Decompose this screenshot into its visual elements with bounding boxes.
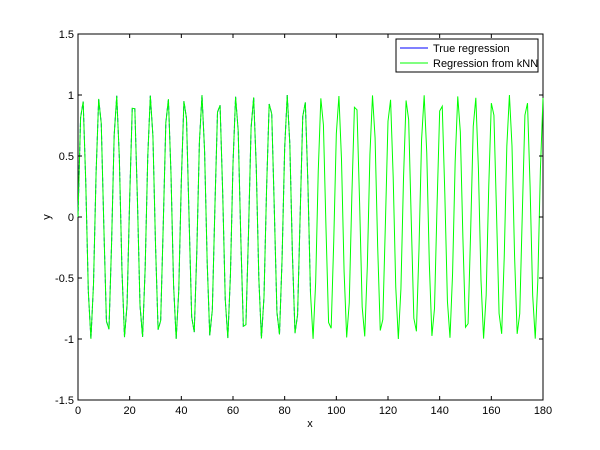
legend-label-true-regression: True regression bbox=[433, 43, 510, 55]
legend: True regression Regression from kNN bbox=[395, 38, 539, 73]
y-axis-ticks: -1.5 -1 -0.5 0 0.5 1 1.5 bbox=[55, 29, 543, 407]
x-tick-label: 80 bbox=[279, 405, 291, 417]
x-tick-label: 160 bbox=[482, 405, 500, 417]
x-tick-label: 60 bbox=[227, 405, 239, 417]
x-tick-label: 40 bbox=[175, 405, 187, 417]
y-tick-label: -1 bbox=[64, 334, 74, 346]
plot-area: 0 20 40 60 80 100 120 140 160 180 -1.5 -1 -0.5 0 0.5 1… bbox=[55, 29, 552, 417]
y-tick-label: -1.5 bbox=[55, 395, 74, 407]
x-tick-label: 20 bbox=[124, 405, 136, 417]
series-layer bbox=[77, 94, 544, 340]
y-tick-label: 1.5 bbox=[59, 29, 74, 41]
x-axis-label: x bbox=[307, 418, 313, 430]
y-tick-label: -0.5 bbox=[55, 273, 74, 285]
y-tick-label: 0 bbox=[68, 212, 74, 224]
x-tick-label: 180 bbox=[534, 405, 552, 417]
x-tick-label: 120 bbox=[379, 405, 397, 417]
y-tick-label: 0.5 bbox=[59, 151, 74, 163]
x-tick-label: 100 bbox=[327, 405, 345, 417]
x-tick-label: 0 bbox=[75, 405, 81, 417]
y-tick-label: 1 bbox=[68, 90, 74, 102]
x-axis-ticks: 0 20 40 60 80 100 120 140 160 180 bbox=[75, 34, 552, 417]
series-line-regression-from-knn bbox=[77, 94, 544, 340]
legend-box bbox=[395, 38, 539, 73]
x-tick-label: 140 bbox=[430, 405, 448, 417]
y-axis-label: y bbox=[41, 214, 53, 220]
axes-box bbox=[77, 33, 544, 401]
legend-label-regression-from-knn: Regression from kNN bbox=[433, 58, 538, 70]
